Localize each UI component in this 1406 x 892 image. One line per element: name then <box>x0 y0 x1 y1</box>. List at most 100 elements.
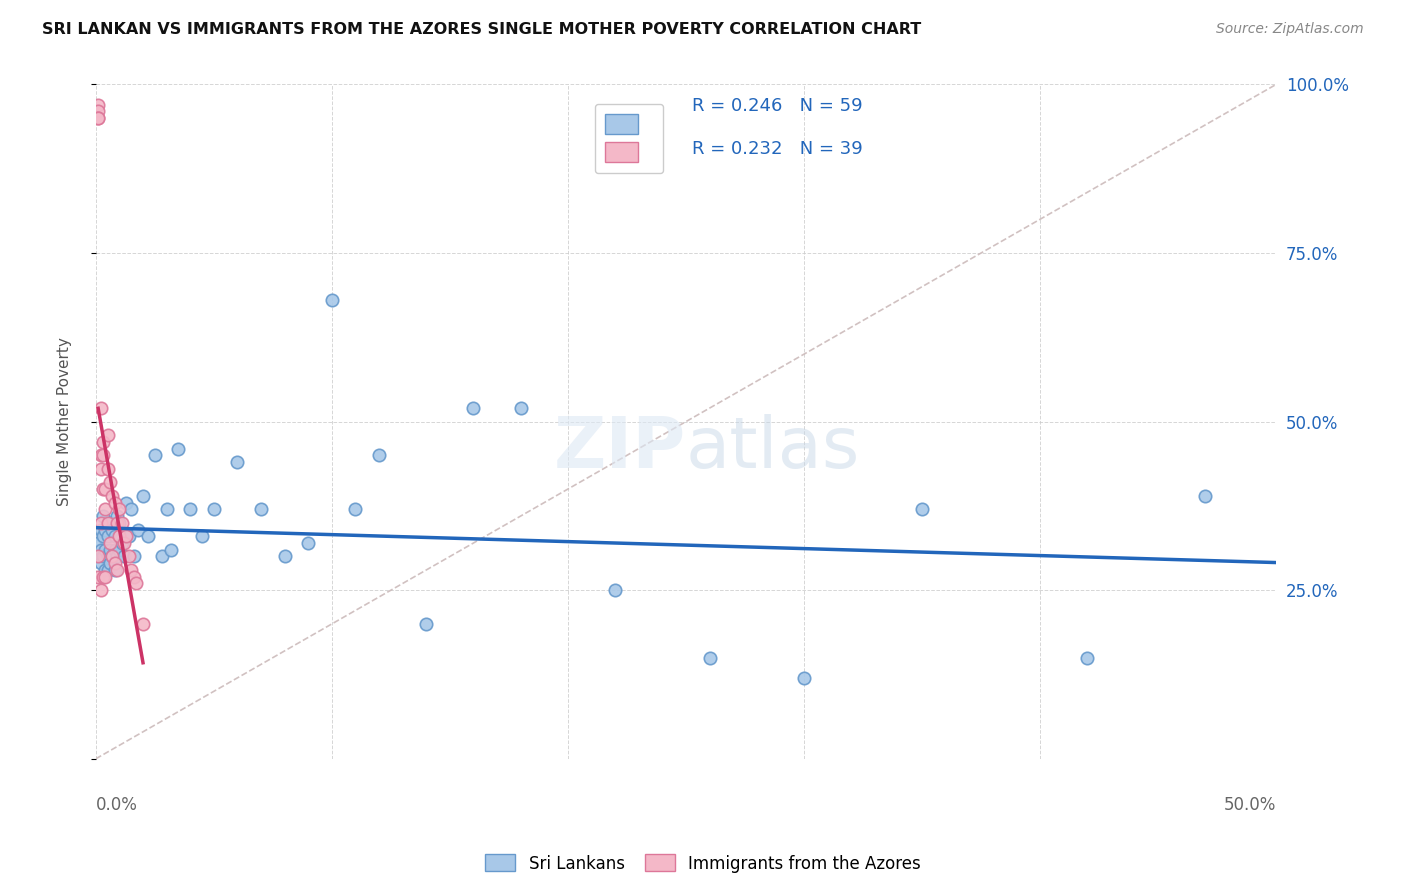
Point <box>89 516 111 530</box>
Point <box>94 570 117 584</box>
Point <box>91 570 114 584</box>
Text: ZIP: ZIP <box>554 414 686 483</box>
Point <box>97 529 120 543</box>
Point <box>125 576 148 591</box>
Point <box>87 104 110 119</box>
Point <box>179 502 201 516</box>
Point <box>104 529 127 543</box>
Point <box>115 495 138 509</box>
Point <box>89 523 111 537</box>
Point <box>911 502 934 516</box>
Point <box>167 442 190 456</box>
Point <box>111 536 134 550</box>
Point <box>89 583 111 598</box>
Point <box>87 111 110 125</box>
Point <box>98 556 121 570</box>
Point <box>127 523 149 537</box>
Point <box>98 475 121 490</box>
Point <box>155 502 177 516</box>
Text: atlas: atlas <box>686 414 860 483</box>
Point <box>105 508 128 523</box>
Point <box>120 563 142 577</box>
Point <box>89 542 111 557</box>
Point <box>89 401 111 416</box>
Point <box>101 549 124 564</box>
Point <box>89 556 111 570</box>
Point <box>101 549 124 564</box>
Point <box>226 455 249 469</box>
Point <box>105 516 128 530</box>
Point <box>97 563 120 577</box>
Point <box>1076 650 1098 665</box>
Point <box>344 502 367 516</box>
Point <box>605 583 627 598</box>
Point <box>108 502 131 516</box>
Point <box>297 536 319 550</box>
Point <box>97 462 120 476</box>
Point <box>89 448 111 462</box>
Text: R = 0.246   N = 59: R = 0.246 N = 59 <box>692 97 862 115</box>
Point <box>160 542 183 557</box>
Point <box>94 502 117 516</box>
Point <box>699 650 721 665</box>
Point <box>120 502 142 516</box>
Point <box>415 616 437 631</box>
Point <box>191 529 214 543</box>
Point <box>104 542 127 557</box>
Point <box>115 529 138 543</box>
Point <box>91 434 114 449</box>
Point <box>101 489 124 503</box>
Point <box>98 516 121 530</box>
Point <box>105 563 128 577</box>
Point <box>321 293 343 308</box>
Point <box>91 549 114 564</box>
Point <box>111 516 134 530</box>
Legend: , : , <box>595 103 664 173</box>
Point <box>87 536 110 550</box>
Point <box>91 529 114 543</box>
Point <box>87 549 110 564</box>
Point <box>97 428 120 442</box>
Point <box>91 448 114 462</box>
Point <box>122 549 145 564</box>
Text: R = 0.232   N = 39: R = 0.232 N = 39 <box>692 140 863 158</box>
Point <box>101 523 124 537</box>
Text: SRI LANKAN VS IMMIGRANTS FROM THE AZORES SINGLE MOTHER POVERTY CORRELATION CHART: SRI LANKAN VS IMMIGRANTS FROM THE AZORES… <box>42 22 921 37</box>
Point <box>91 482 114 496</box>
Point <box>97 549 120 564</box>
Point <box>104 563 127 577</box>
Point <box>463 401 485 416</box>
Legend: Sri Lankans, Immigrants from the Azores: Sri Lankans, Immigrants from the Azores <box>478 847 928 880</box>
Point <box>87 549 110 564</box>
Point <box>132 616 155 631</box>
Text: 0.0%: 0.0% <box>96 796 138 814</box>
Point <box>143 448 166 462</box>
Point <box>132 489 155 503</box>
Point <box>91 508 114 523</box>
Point <box>112 536 135 550</box>
Y-axis label: Single Mother Poverty: Single Mother Poverty <box>58 337 72 506</box>
Point <box>94 542 117 557</box>
Point <box>105 549 128 564</box>
Point <box>793 671 815 685</box>
Point <box>94 482 117 496</box>
Point <box>104 495 127 509</box>
Point <box>136 529 159 543</box>
Text: Source: ZipAtlas.com: Source: ZipAtlas.com <box>1216 22 1364 37</box>
Point <box>87 570 110 584</box>
Point <box>108 529 131 543</box>
Point <box>98 536 121 550</box>
Point <box>87 97 110 112</box>
Point <box>150 549 173 564</box>
Point <box>118 549 141 564</box>
Point <box>94 563 117 577</box>
Point <box>108 542 131 557</box>
Point <box>273 549 295 564</box>
Point <box>250 502 273 516</box>
Point <box>94 523 117 537</box>
Point <box>1194 489 1216 503</box>
Text: 50.0%: 50.0% <box>1223 796 1277 814</box>
Point <box>104 556 127 570</box>
Point <box>202 502 225 516</box>
Point <box>87 111 110 125</box>
